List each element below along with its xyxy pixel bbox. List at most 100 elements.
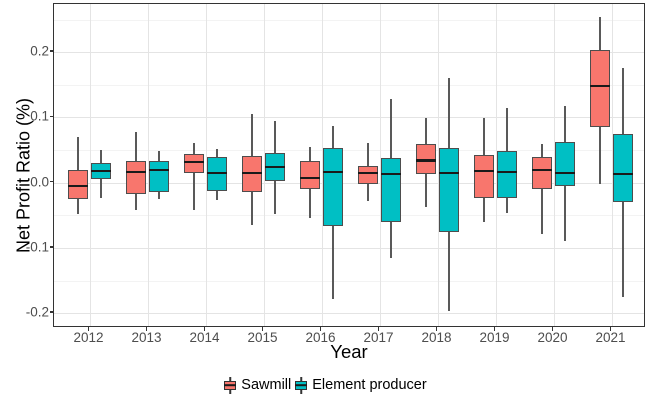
gridline-vertical: [611, 4, 613, 326]
plot-panel: [53, 3, 645, 327]
x-tick-label: 2020: [537, 330, 568, 345]
box-median-2015: [242, 171, 262, 174]
gridline-minor: [54, 150, 644, 152]
gridline-major: [54, 247, 644, 249]
x-tick-mark: [203, 327, 206, 331]
gridline-major: [54, 117, 644, 119]
gridline-minor: [54, 280, 644, 282]
box-median-2013: [126, 170, 146, 173]
x-tick-label: 2015: [247, 330, 278, 345]
gridline-vertical: [495, 4, 497, 326]
legend-key-boxplot-icon: [294, 376, 308, 394]
gridline-major: [54, 313, 644, 315]
y-tick-mark: [49, 180, 53, 183]
box-median-2020: [555, 171, 575, 174]
x-tick-mark: [435, 327, 438, 331]
y-tick-mark: [49, 246, 53, 248]
box-element-producer-2018: [439, 148, 459, 232]
box-element-producer-2016: [323, 148, 343, 227]
box-median-2012: [68, 184, 88, 188]
box-element-producer-2019: [497, 150, 517, 199]
gridline-major: [54, 52, 644, 54]
legend-key-boxplot-icon: [223, 376, 237, 394]
gridline-minor: [54, 84, 644, 86]
legend-label: Sawmill: [241, 377, 292, 393]
gridline-vertical: [205, 4, 207, 326]
x-tick-label: 2012: [73, 330, 104, 345]
box-sawmill-2014: [184, 153, 204, 173]
gridline-vertical: [321, 4, 323, 326]
y-tick-label: 0.2: [30, 43, 49, 59]
x-tick-mark: [87, 327, 90, 331]
x-tick-label: 2018: [421, 330, 452, 345]
box-sawmill-2020: [532, 157, 552, 190]
gridline-vertical: [553, 4, 555, 326]
x-tick-label: 2014: [189, 330, 220, 345]
legend-key-median: [224, 384, 237, 386]
box-sawmill-2013: [126, 160, 146, 194]
box-median-2016: [323, 170, 343, 173]
x-tick-label: 2013: [131, 330, 162, 345]
y-tick-mark: [49, 115, 53, 118]
x-tick-mark: [145, 327, 148, 331]
gridline-vertical: [147, 4, 149, 326]
box-element-producer-2020: [555, 141, 575, 186]
box-median-2015: [265, 165, 285, 169]
box-median-2014: [207, 171, 227, 174]
x-tick-label: 2021: [595, 330, 626, 345]
box-median-2019: [497, 170, 517, 173]
box-element-producer-2017: [381, 157, 401, 222]
box-median-2012: [91, 169, 111, 173]
box-median-2017: [358, 171, 378, 174]
box-sawmill-2017: [358, 165, 378, 184]
box-median-2021: [613, 173, 633, 176]
x-tick-label: 2017: [363, 330, 394, 345]
y-tick-label: -0.2: [25, 304, 49, 320]
box-element-producer-2014: [207, 157, 227, 192]
box-median-2017: [381, 173, 401, 176]
x-tick-mark: [261, 327, 264, 331]
box-sawmill-2015: [242, 155, 262, 193]
legend-label: Element producer: [312, 377, 427, 393]
x-tick-mark: [319, 327, 322, 331]
box-element-producer-2013: [149, 160, 169, 192]
box-element-producer-2021: [613, 134, 633, 203]
box-median-2021: [590, 85, 610, 88]
box-median-2016: [300, 177, 320, 180]
x-tick-mark: [551, 327, 554, 331]
legend: Sawmill Element producer: [0, 371, 650, 399]
box-sawmill-2016: [300, 161, 320, 189]
y-tick-label: -0.1: [25, 239, 49, 255]
x-tick-mark: [493, 327, 496, 331]
legend-key-median: [295, 384, 308, 386]
box-median-2014: [184, 160, 204, 163]
box-whisker-2014: [193, 142, 195, 211]
box-median-2018: [416, 159, 436, 162]
gridline-minor: [54, 215, 644, 217]
gridline-major: [54, 182, 644, 184]
y-tick-mark: [49, 50, 53, 52]
gridline-minor: [54, 19, 644, 21]
box-median-2020: [532, 168, 552, 171]
box-median-2018: [439, 171, 459, 174]
legend-item-element-producer: Element producer: [294, 376, 427, 394]
x-tick-label: 2016: [305, 330, 336, 345]
gridline-vertical: [263, 4, 265, 326]
gridline-vertical: [89, 4, 91, 326]
box-sawmill-2019: [474, 155, 494, 199]
y-tick-label: 0.0: [30, 174, 49, 190]
y-tick-label: 0.1: [30, 108, 49, 124]
x-tick-mark: [609, 327, 612, 331]
gridline-vertical: [379, 4, 381, 326]
box-median-2019: [474, 169, 494, 173]
box-sawmill-2018: [416, 143, 436, 174]
x-axis-title: Year: [330, 341, 368, 362]
box-median-2013: [149, 168, 169, 171]
box-sawmill-2012: [68, 170, 88, 199]
y-tick-mark: [49, 311, 53, 313]
box-sawmill-2021: [590, 50, 610, 128]
gridline-vertical: [437, 4, 439, 326]
legend-item-sawmill: Sawmill: [223, 376, 292, 394]
x-tick-label: 2019: [479, 330, 510, 345]
